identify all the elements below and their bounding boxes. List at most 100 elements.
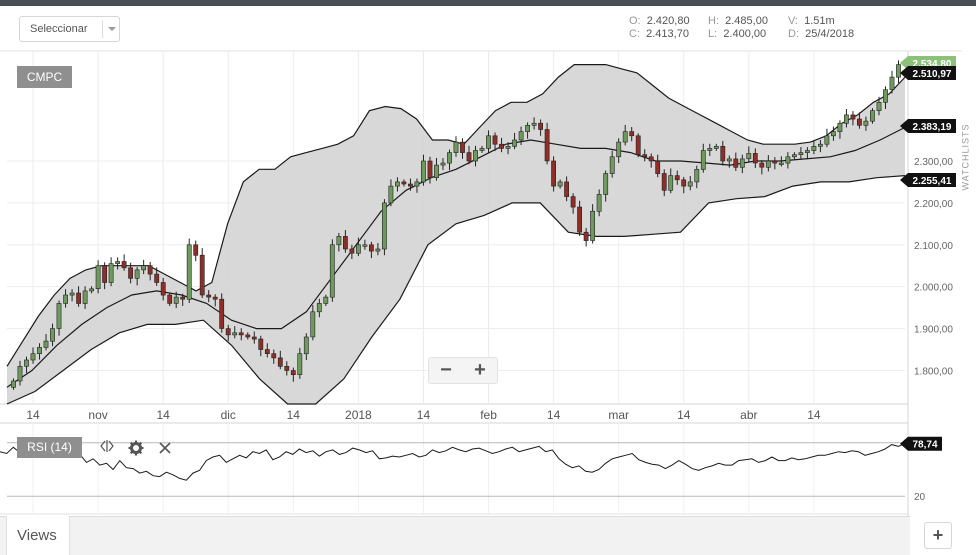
y-tick-label: 2.300,00 [914, 157, 953, 168]
gear-icon[interactable] [128, 440, 144, 456]
candle-down [772, 160, 778, 164]
y-tick-label: 2.000,00 [914, 283, 953, 294]
candle-down [180, 296, 186, 300]
x-tick-label: 14 [26, 408, 40, 422]
low-label: L: [708, 28, 718, 40]
candle-up [37, 347, 42, 354]
select-dropdown[interactable]: Seleccionar [19, 16, 120, 42]
select-separator [102, 20, 103, 38]
open-value: 2.420,80 [646, 15, 690, 27]
y-tick-label: 1.800,00 [914, 366, 953, 377]
candle-up [863, 120, 869, 126]
candle-down [681, 179, 687, 187]
candle-down [564, 181, 569, 197]
x-tick-label: 14 [287, 408, 301, 422]
candle-up [811, 146, 817, 151]
candle-up [830, 131, 836, 137]
candle-up [824, 135, 830, 145]
candle-up [791, 154, 797, 158]
candle-up [30, 353, 36, 361]
candle-down [661, 173, 667, 191]
candle-up [420, 160, 426, 183]
high-low-readout: H: 2.485,00 L: 2.400,00 [708, 15, 768, 41]
price-badge [900, 66, 956, 80]
watchlists-tab[interactable]: WATCHLISTS [961, 120, 976, 200]
candle-down [466, 152, 472, 162]
candle-down [199, 254, 205, 296]
candle-up [303, 336, 309, 355]
candle-up [739, 158, 745, 168]
symbol-label: CMPC [17, 66, 72, 88]
price-badge [900, 119, 956, 133]
candle-up [590, 210, 595, 241]
candle-down [752, 153, 758, 164]
candle-down [76, 292, 81, 304]
candle-down [154, 273, 160, 283]
candle-up [616, 141, 622, 158]
candle-up [518, 131, 524, 141]
candle-down [206, 294, 212, 298]
candle-up [837, 122, 843, 132]
zoom-out-button[interactable]: − [440, 359, 452, 381]
x-tick-label: dic [221, 408, 236, 422]
candle-down [460, 141, 465, 153]
candle-down [290, 370, 296, 375]
candle-down [856, 118, 862, 126]
x-tick-label: 14 [547, 408, 561, 422]
candle-up [765, 160, 771, 168]
candle-up [713, 146, 719, 149]
candle-down [212, 296, 218, 300]
date-label: D: [788, 28, 799, 40]
candle-up [668, 175, 674, 191]
candle-up [375, 248, 381, 252]
close-icon[interactable] [159, 442, 171, 454]
candle-down [251, 336, 257, 340]
candle-down [759, 162, 765, 168]
candle-up [141, 265, 146, 271]
candle-down [642, 154, 648, 158]
candle-down [121, 261, 127, 269]
y-tick-label: 2.200,00 [914, 199, 953, 210]
rsi-value-badge [900, 436, 942, 451]
candle-down [577, 206, 582, 233]
move-icon[interactable] [100, 440, 114, 452]
price-badge-label: 2.255,41 [913, 176, 952, 187]
candle-down [655, 160, 661, 174]
candle-down [225, 328, 231, 336]
price-badge [900, 173, 956, 187]
date-value: 25/4/2018 [805, 28, 855, 40]
views-tab[interactable]: Views [6, 516, 70, 555]
add-view-button[interactable]: + [924, 522, 952, 549]
high-value: 2.485,00 [725, 15, 768, 27]
rsi-tick-label: 20 [914, 492, 926, 503]
candle-down [147, 265, 153, 275]
candle-up [622, 131, 628, 143]
x-tick-label: 14 [677, 408, 691, 422]
candle-down [368, 244, 374, 252]
candle-down [349, 248, 355, 254]
candle-up [876, 102, 882, 112]
candle-up [316, 303, 322, 313]
candle-up [82, 290, 88, 304]
candle-up [694, 169, 700, 183]
candle-down [427, 160, 433, 179]
candle-down [635, 135, 641, 156]
candle-up [596, 194, 602, 212]
candle-up [785, 156, 791, 164]
open-label: O: [629, 15, 641, 27]
candle-down [733, 158, 739, 168]
candle-down [544, 129, 550, 162]
candle-down [238, 332, 244, 336]
candle-down [128, 267, 133, 279]
candle-up [778, 162, 784, 165]
candle-up [525, 125, 530, 132]
candle-up [108, 263, 114, 283]
x-tick-label: feb [480, 408, 497, 422]
candle-down [264, 349, 270, 354]
candle-up [512, 139, 517, 147]
bollinger-band-fill [7, 64, 905, 404]
candle-up [336, 236, 342, 246]
zoom-in-button[interactable]: + [474, 359, 486, 381]
rsi-title: RSI (14) [17, 437, 82, 458]
